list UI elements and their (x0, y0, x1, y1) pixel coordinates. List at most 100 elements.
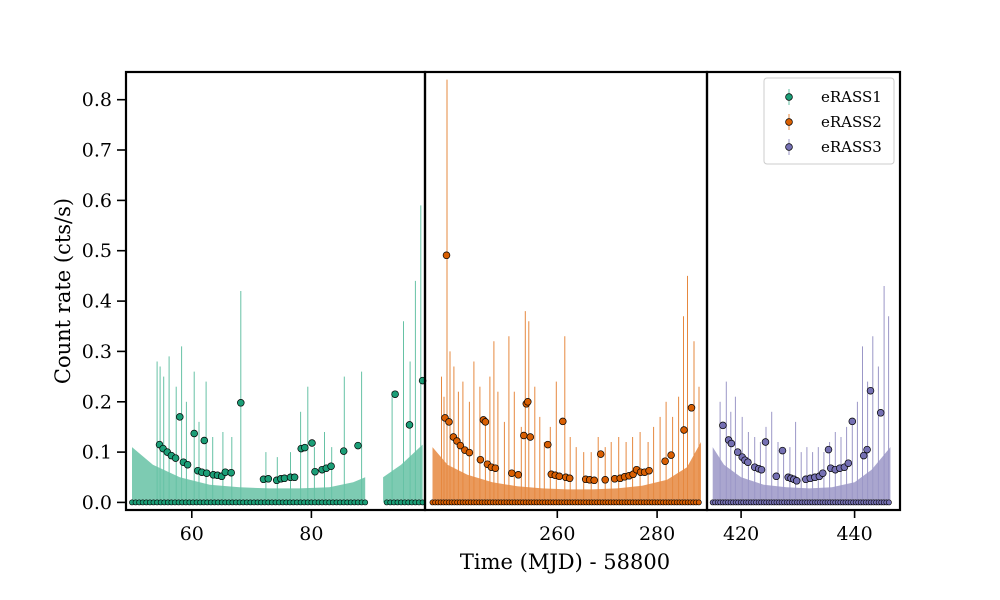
data-point (757, 465, 766, 474)
error-band (432, 442, 701, 503)
error-band (132, 447, 366, 503)
data-point (863, 445, 871, 454)
data-point (844, 459, 853, 467)
data-point (442, 251, 451, 260)
x-tick-label: 420 (723, 523, 759, 545)
data-point (733, 448, 742, 456)
legend-marker (785, 118, 793, 126)
data-point (866, 386, 875, 395)
error-band (383, 444, 423, 503)
data-point (824, 445, 833, 454)
data-point (227, 468, 235, 477)
panel-erass3: 420 440 (705, 70, 902, 545)
data-point (200, 436, 209, 445)
legend-marker (785, 143, 793, 151)
x-tick-label: 60 (180, 523, 204, 545)
data-point (559, 417, 567, 426)
data-point (183, 460, 192, 469)
panel-frame (705, 70, 902, 512)
x-tick-label: 280 (639, 523, 675, 545)
legend-marker (785, 93, 793, 101)
data-point (772, 472, 781, 481)
data-point (339, 447, 348, 455)
data-point (601, 476, 609, 484)
zero-count-point (695, 499, 702, 506)
data-point (526, 433, 535, 441)
data-point (761, 438, 770, 446)
data-point (859, 451, 868, 460)
data-point (308, 439, 316, 447)
data-point (327, 462, 335, 470)
data-point (544, 440, 552, 449)
panel-frame (423, 70, 709, 512)
data-point (687, 404, 696, 412)
y-tick-label: 0.0 (82, 492, 112, 514)
data-point (727, 439, 736, 448)
y-tick-label: 0.3 (82, 341, 112, 363)
data-point (311, 467, 319, 476)
y-tick-label: 0.8 (82, 89, 112, 111)
y-axis-label: Count rate (cts/s) (51, 198, 75, 384)
data-point (280, 474, 289, 483)
data-point (848, 417, 857, 426)
data-point (565, 474, 574, 483)
panel-frame (124, 70, 427, 512)
zero-count-point (886, 499, 892, 506)
data-point (237, 399, 245, 407)
y-tick-label: 0.6 (82, 190, 112, 212)
y-axis: 0.0 0.1 0.2 0.3 0.4 0.5 0.6 0.7 0.8 (82, 89, 126, 514)
x-tick-label: 260 (539, 523, 575, 545)
y-tick-label: 0.1 (82, 442, 112, 464)
data-point (524, 398, 532, 406)
data-point (667, 451, 675, 459)
y-tick-label: 0.2 (82, 391, 112, 413)
x-tick-label: 440 (836, 523, 872, 545)
data-point (778, 446, 787, 455)
zero-count-point (362, 499, 369, 506)
data-point (876, 409, 885, 417)
data-point (645, 466, 653, 475)
data-point (661, 457, 669, 465)
legend-entry-label: eRASS2 (821, 113, 882, 131)
data-point (491, 464, 500, 472)
data-point (190, 429, 198, 438)
data-point (514, 471, 523, 479)
data-point (481, 418, 490, 426)
data-point (590, 476, 598, 485)
data-point (405, 421, 414, 429)
data-point (465, 448, 474, 457)
data-point (301, 443, 309, 452)
data-point (508, 469, 516, 477)
data-point (391, 390, 399, 398)
legend-entry-label: eRASS1 (821, 88, 882, 106)
data-point (264, 475, 273, 483)
data-point (555, 472, 564, 481)
data-point (202, 469, 211, 477)
y-tick-label: 0.7 (82, 140, 112, 162)
data-point (719, 421, 727, 430)
data-point (744, 458, 752, 466)
x-axis-label: Time (MJD) - 58800 (460, 550, 670, 574)
data-point (792, 477, 801, 485)
chart-panels: 60 80 260 280 420 440 (124, 70, 902, 545)
data-point (445, 418, 453, 426)
data-point (354, 441, 362, 450)
data-point (596, 450, 605, 458)
panel-erass1: 60 80 (124, 70, 427, 545)
y-tick-label: 0.5 (82, 240, 112, 262)
legend: eRASS1 eRASS2 eRASS3 (763, 77, 895, 165)
y-tick-label: 0.4 (82, 291, 112, 313)
error-band (712, 447, 891, 503)
data-point (456, 441, 465, 450)
x-tick-label: 80 (299, 523, 323, 545)
data-point (520, 431, 528, 440)
data-point (290, 473, 299, 482)
legend-entry-label: eRASS3 (821, 138, 882, 156)
data-point (476, 455, 485, 464)
data-point (176, 413, 184, 421)
data-point (680, 426, 688, 434)
data-point (171, 454, 180, 462)
legend-frame (763, 77, 895, 165)
data-point (819, 469, 827, 477)
